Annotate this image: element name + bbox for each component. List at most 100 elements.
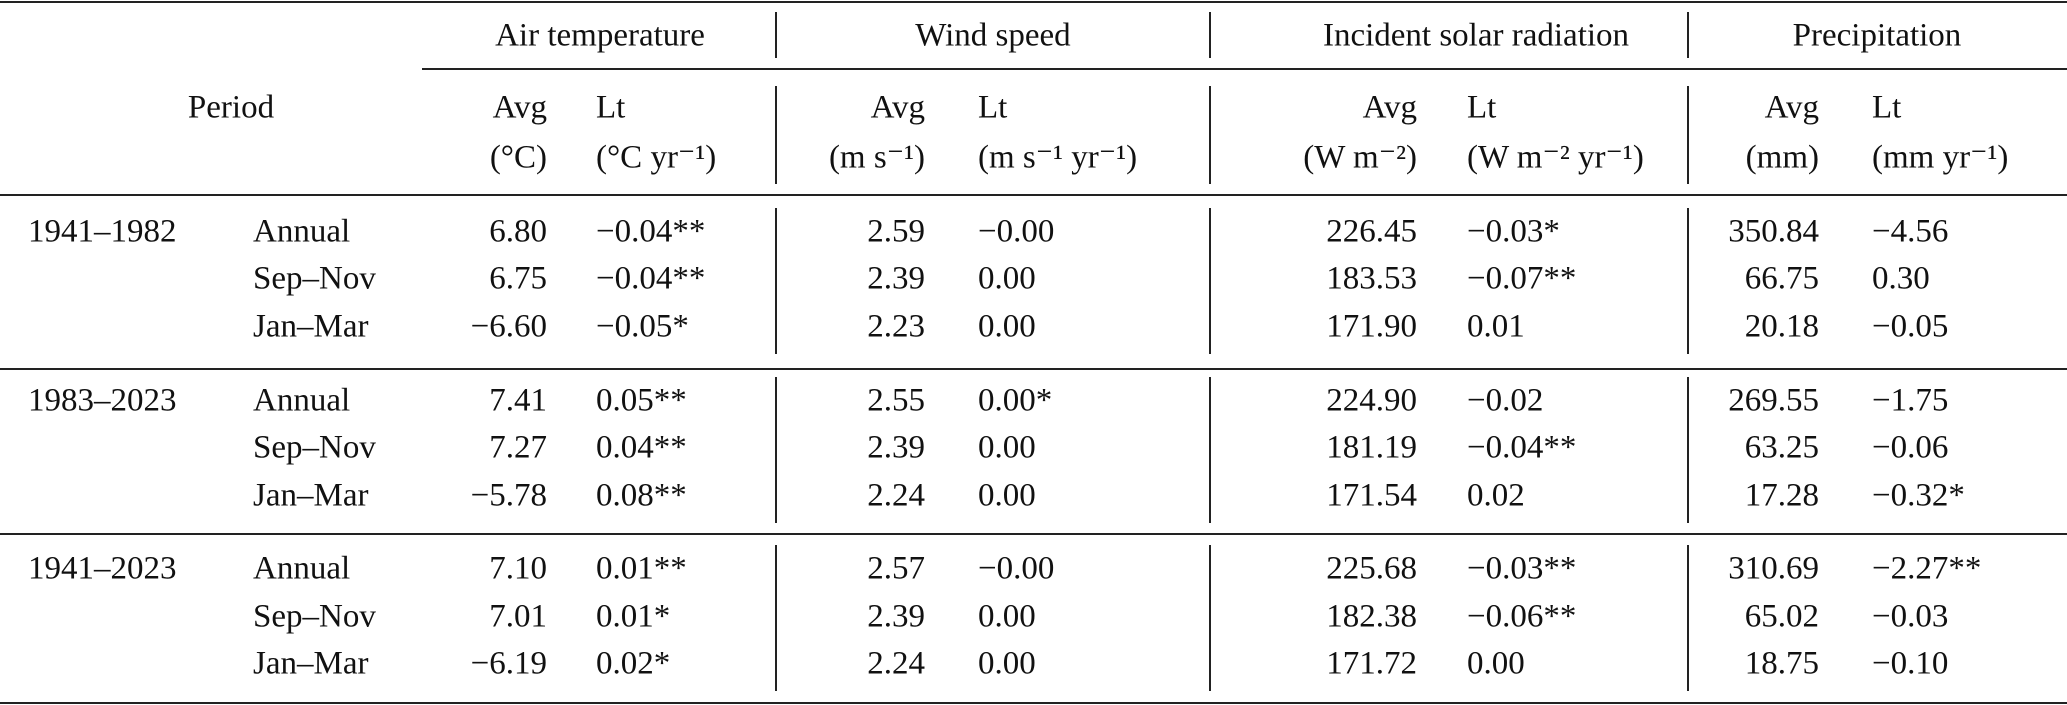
trend-value-cell: 0.02: [1467, 477, 1525, 514]
trend-value-cell: 0.02*: [596, 645, 671, 682]
avg-value-cell: 7.10: [489, 550, 547, 587]
avg-value-cell: 225.68: [1326, 550, 1417, 587]
horizontal-rule: [0, 533, 2067, 535]
trend-value-cell: 0.00: [1467, 645, 1525, 682]
avg-value-cell: 181.19: [1326, 429, 1417, 466]
season-cell: Annual: [253, 382, 351, 419]
column-divider: [1209, 545, 1211, 691]
avg-value-cell: 66.75: [1744, 260, 1819, 297]
trend-value-cell: −0.32*: [1872, 477, 1965, 514]
season-cell: Jan–Mar: [253, 645, 369, 682]
avg-value-cell: 63.25: [1744, 429, 1819, 466]
avg-value-cell: 171.72: [1326, 645, 1417, 682]
avg-value-cell: 2.57: [867, 550, 925, 587]
column-divider: [1687, 86, 1689, 184]
avg-value-cell: 183.53: [1326, 260, 1417, 297]
avg-value-cell: 2.24: [867, 477, 925, 514]
lt-header: Lt: [596, 89, 626, 126]
avg-value-cell: 17.28: [1744, 477, 1819, 514]
period-cell: 1983–2023: [28, 382, 177, 419]
avg-value-cell: −6.60: [470, 308, 547, 345]
avg-header: Avg: [870, 89, 925, 126]
period-cell: 1941–2023: [28, 550, 177, 587]
avg-value-cell: −5.78: [470, 477, 547, 514]
season-cell: Jan–Mar: [253, 308, 369, 345]
trend-value-cell: 0.00: [978, 429, 1036, 466]
column-divider: [1209, 377, 1211, 523]
trend-value-cell: −0.04**: [1467, 429, 1577, 466]
group-header: Precipitation: [1792, 17, 1962, 54]
season-cell: Sep–Nov: [253, 429, 376, 466]
group-header: Wind speed: [915, 17, 1071, 54]
trend-value-cell: 0.01: [1467, 308, 1525, 345]
column-divider: [1209, 208, 1211, 354]
trend-value-cell: −0.03**: [1467, 550, 1577, 587]
season-cell: Sep–Nov: [253, 598, 376, 635]
avg-value-cell: 65.02: [1744, 598, 1819, 635]
avg-value-cell: 224.90: [1326, 382, 1417, 419]
trend-value-cell: −4.56: [1872, 213, 1949, 250]
avg-value-cell: 310.69: [1728, 550, 1819, 587]
lt-unit-header: (°C yr⁻¹): [596, 139, 717, 176]
horizontal-rule: [0, 368, 2067, 370]
lt-unit-header: (W m⁻² yr⁻¹): [1467, 139, 1644, 176]
trend-value-cell: 0.01**: [596, 550, 687, 587]
lt-header: Lt: [1872, 89, 1902, 126]
trend-value-cell: −0.06**: [1467, 598, 1577, 635]
trend-value-cell: −0.03: [1872, 598, 1949, 635]
trend-value-cell: −0.06: [1872, 429, 1949, 466]
trend-value-cell: −0.05*: [596, 308, 689, 345]
avg-value-cell: 2.59: [867, 213, 925, 250]
trend-value-cell: −0.02: [1467, 382, 1544, 419]
lt-unit-header: (mm yr⁻¹): [1872, 139, 2009, 176]
trend-value-cell: 0.05**: [596, 382, 687, 419]
avg-header: Avg: [1764, 89, 1819, 126]
trend-value-cell: −0.10: [1872, 645, 1949, 682]
column-divider: [775, 377, 777, 523]
avg-header: Avg: [492, 89, 547, 126]
column-divider: [775, 12, 777, 58]
avg-value-cell: 226.45: [1326, 213, 1417, 250]
avg-value-cell: 20.18: [1744, 308, 1819, 345]
trend-value-cell: −0.04**: [596, 213, 706, 250]
horizontal-rule: [0, 1, 2067, 3]
avg-value-cell: 2.39: [867, 598, 925, 635]
avg-unit-header: (m s⁻¹): [828, 139, 925, 176]
season-cell: Sep–Nov: [253, 260, 376, 297]
avg-value-cell: 182.38: [1326, 598, 1417, 635]
horizontal-rule: [0, 194, 2067, 196]
trend-value-cell: −0.04**: [596, 260, 706, 297]
avg-value-cell: 6.80: [489, 213, 547, 250]
column-divider: [775, 208, 777, 354]
trend-value-cell: 0.00: [978, 477, 1036, 514]
column-divider: [1687, 545, 1689, 691]
column-divider: [1209, 86, 1211, 184]
avg-value-cell: 2.24: [867, 645, 925, 682]
trend-value-cell: −0.03*: [1467, 213, 1560, 250]
avg-value-cell: 2.39: [867, 429, 925, 466]
group-header: Air temperature: [495, 17, 705, 54]
season-cell: Annual: [253, 213, 351, 250]
trend-value-cell: 0.01*: [596, 598, 671, 635]
avg-value-cell: 2.23: [867, 308, 925, 345]
trend-value-cell: 0.00*: [978, 382, 1053, 419]
trend-value-cell: 0.00: [978, 598, 1036, 635]
trend-value-cell: 0.00: [978, 308, 1036, 345]
trend-value-cell: −0.07**: [1467, 260, 1577, 297]
avg-unit-header: (W m⁻²): [1303, 139, 1417, 176]
trend-value-cell: 0.08**: [596, 477, 687, 514]
period-header: Period: [187, 89, 275, 126]
period-cell: 1941–1982: [28, 213, 177, 250]
trend-value-cell: −0.00: [978, 550, 1055, 587]
trend-value-cell: 0.00: [978, 260, 1036, 297]
avg-unit-header: (mm): [1745, 139, 1819, 176]
avg-value-cell: 6.75: [489, 260, 547, 297]
trend-value-cell: 0.30: [1872, 260, 1930, 297]
column-divider: [1687, 377, 1689, 523]
column-divider: [1687, 208, 1689, 354]
avg-value-cell: 171.90: [1326, 308, 1417, 345]
trend-value-cell: −0.05: [1872, 308, 1949, 345]
avg-value-cell: 7.41: [489, 382, 547, 419]
column-divider: [1209, 12, 1211, 58]
avg-value-cell: 7.01: [489, 598, 547, 635]
